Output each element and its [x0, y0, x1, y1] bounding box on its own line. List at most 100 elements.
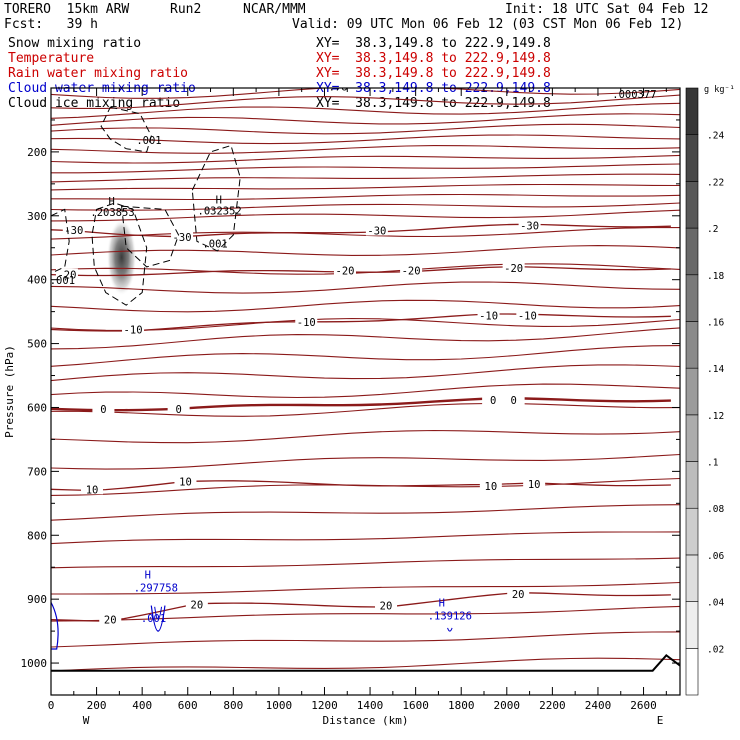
isotherm-line — [51, 209, 680, 222]
isotherm-line — [51, 504, 680, 521]
isotherm-line — [51, 202, 680, 211]
cloud-water-contour — [150, 605, 166, 632]
valid-time: Valid: 09 UTC Mon 06 Feb 12 (03 CST Mon … — [292, 17, 684, 32]
isotherm-line — [51, 123, 680, 135]
maximum-value: .78 — [329, 82, 348, 94]
colorbar-swatch — [685, 227, 699, 276]
isotherm-label: 20 — [104, 615, 117, 627]
isotherm-line — [51, 145, 680, 154]
isotherm-label: -10 — [479, 310, 498, 322]
x-tick-label: 0 — [48, 699, 55, 712]
isotherm-line — [51, 364, 680, 382]
isotherm-line — [51, 193, 680, 201]
x-tick-label: 600 — [178, 699, 198, 712]
isotherm-label: 10 — [528, 479, 541, 491]
isotherm-label: 10 — [179, 477, 192, 489]
isotherm-label: 20 — [191, 599, 204, 611]
isotherm-label: 0 — [490, 395, 496, 407]
isotherm-label-bg — [55, 268, 78, 280]
isotherm-line — [51, 581, 680, 595]
isotherm-20 — [51, 592, 671, 622]
org-label: NCAR/MMM — [243, 2, 306, 17]
isotherm-line — [51, 134, 680, 145]
isotherm-label-bg — [81, 483, 104, 495]
x-tick-label: 1200 — [311, 699, 338, 712]
isotherm-label-bg — [185, 598, 208, 610]
colorbar-tick-label: .1 — [707, 458, 719, 469]
legend-snow-xy: XY= 38.3,149.8 to 222.9,149.8 — [316, 36, 551, 51]
isotherm-line — [51, 163, 680, 174]
isotherm-label: -10 — [518, 310, 537, 322]
isotherm-label-bg — [400, 264, 423, 276]
isotherm-label: -10 — [124, 325, 143, 337]
run-label: Run2 — [170, 2, 202, 17]
y-tick-label: 700 — [27, 465, 47, 478]
isotherm-label-bg — [516, 309, 539, 321]
legend-temperature-label: Temperature — [8, 51, 95, 66]
x-tick-label: 400 — [132, 699, 152, 712]
colorbar-tick-label: .14 — [707, 364, 724, 375]
y-tick-label: 1000 — [21, 657, 48, 670]
isotherm-line — [51, 453, 680, 470]
isotherm-line — [51, 657, 680, 672]
isotherm-line — [51, 299, 680, 313]
terrain-line — [51, 654, 680, 672]
legend-rain-xy: XY= 38.3,149.8 to 222.9,149.8 — [316, 66, 551, 81]
isotherm-label: 20 — [512, 589, 525, 601]
legend-rain-label: Rain water mixing ratio — [8, 66, 189, 81]
colorbar-tick-label: .18 — [707, 271, 724, 282]
isotherm-line — [51, 557, 680, 569]
colorbar-tick-label: .04 — [707, 598, 724, 609]
x-tick-label: 2600 — [630, 699, 657, 712]
isotherm-label: -30 — [520, 220, 539, 232]
snow-contour-label: .001 — [50, 275, 75, 287]
snow-shading — [106, 218, 137, 296]
isotherm-label: -30 — [64, 225, 83, 237]
isotherm-line — [51, 531, 680, 545]
maximum-marker: H — [630, 78, 636, 90]
isotherm-label: 0 — [100, 404, 106, 416]
legend-snow-label: Snow mixing ratio — [8, 36, 142, 51]
colorbar-swatch — [685, 461, 699, 509]
isotherm-label: -20 — [504, 263, 523, 275]
colorbar-tick-label: .16 — [707, 317, 724, 328]
snow-contour — [191, 144, 241, 252]
isotherm-label-bg — [375, 599, 398, 611]
colorbar-swatch — [685, 414, 699, 462]
cloud-water-value: .139126 — [428, 611, 472, 623]
cloud-water-marker: H — [439, 598, 445, 610]
colorbar-tick-label: .06 — [707, 551, 724, 562]
maximum-marker: H — [334, 71, 340, 83]
isotherm-label: 10 — [485, 481, 498, 493]
isotherm--20 — [51, 266, 671, 277]
isotherm-line — [51, 94, 680, 109]
colorbar-tick-label: .02 — [707, 644, 724, 655]
legend-temperature-xy: XY= 38.3,149.8 to 222.9,149.8 — [316, 51, 551, 66]
isotherm-line — [51, 102, 680, 119]
isotherm-0 — [51, 397, 671, 412]
isotherm-line — [51, 281, 680, 294]
x-tick-label: 1600 — [402, 699, 429, 712]
isotherm-label-bg — [295, 315, 318, 327]
maximum-marker: H — [216, 195, 222, 207]
colorbar-swatch — [685, 507, 699, 556]
x-tick-label: 200 — [87, 699, 107, 712]
isotherm-line — [51, 227, 680, 240]
snow-contour — [51, 208, 70, 274]
cloud-water-value: .297758 — [134, 582, 178, 594]
isotherm-label-bg — [92, 402, 115, 414]
x-tick-label: 2000 — [494, 699, 521, 712]
cloud-water-contour — [51, 602, 59, 650]
isotherm-label: -20 — [402, 266, 421, 278]
x-end-label-east: E — [657, 714, 664, 727]
maximum-marker: H — [109, 196, 115, 208]
y-tick-label: 400 — [27, 274, 47, 287]
init-time: Init: 18 UTC Sat 04 Feb 12 — [505, 2, 709, 17]
isotherm-label-bg — [62, 223, 85, 235]
isotherm-line — [51, 88, 680, 99]
isotherm-label-bg — [167, 402, 190, 414]
colorbar-swatch — [685, 367, 699, 416]
colorbar-tick-label: .08 — [707, 504, 724, 515]
isotherm--30 — [51, 223, 671, 238]
